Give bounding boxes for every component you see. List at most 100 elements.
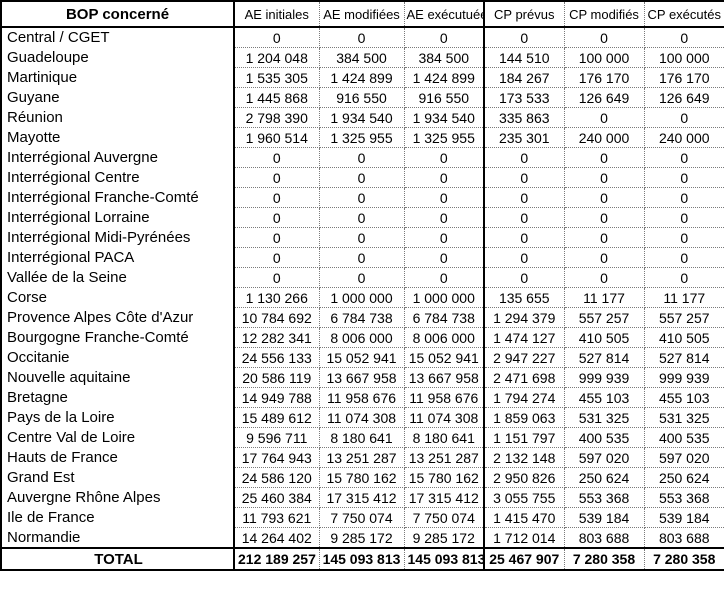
cell-value: 557 257 (564, 307, 645, 328)
cell-value: 14 264 402 (234, 527, 320, 549)
cell-value: 0 (644, 267, 724, 288)
total-row: TOTAL 212 189 257 145 093 813 145 093 81… (1, 547, 724, 571)
row-label: Pays de la Loire (1, 407, 235, 428)
cell-value: 384 500 (404, 47, 485, 68)
cell-value: 527 814 (644, 347, 724, 368)
cell-value: 1 130 266 (234, 287, 320, 308)
cell-value: 0 (234, 147, 320, 168)
cell-value: 1 960 514 (234, 127, 320, 148)
cell-value: 9 285 172 (319, 527, 405, 549)
cell-value: 0 (484, 207, 565, 228)
cell-value: 916 550 (404, 87, 485, 108)
cell-value: 0 (644, 147, 724, 168)
cell-value: 1 712 014 (484, 527, 565, 549)
cell-value: 0 (319, 147, 405, 168)
cell-value: 2 471 698 (484, 367, 565, 388)
row-label: Nouvelle aquitaine (1, 367, 235, 388)
table-row: Grand Est 24 586 120 15 780 162 15 780 162 2… (1, 467, 724, 488)
row-label: Réunion (1, 107, 235, 128)
cell-value: 531 325 (644, 407, 724, 428)
table-row: Occitanie 24 556 133 15 052 941 15 052 941 2… (1, 347, 724, 368)
cell-value: 250 624 (564, 467, 645, 488)
cell-value: 0 (234, 227, 320, 248)
row-label: Mayotte (1, 127, 235, 148)
cell-value: 0 (644, 167, 724, 188)
cell-value: 0 (564, 267, 645, 288)
cell-value: 0 (644, 187, 724, 208)
cell-value: 0 (564, 207, 645, 228)
row-label: Grand Est (1, 467, 235, 488)
table-row: Martinique 1 535 305 1 424 899 1 424 899 184… (1, 67, 724, 88)
row-label: Provence Alpes Côte d'Azur (1, 307, 235, 328)
cell-value: 0 (404, 207, 485, 228)
cell-value: 803 688 (564, 527, 645, 549)
total-cp-executes: 7 280 358 (644, 547, 724, 571)
cell-value: 0 (564, 167, 645, 188)
cell-value: 2 132 148 (484, 447, 565, 468)
column-header-cp-modifies: CP modifiés (564, 1, 645, 28)
cell-value: 15 052 941 (404, 347, 485, 368)
row-label: Central / CGET (1, 27, 235, 48)
cell-value: 14 949 788 (234, 387, 320, 408)
cell-value: 1 424 899 (319, 67, 405, 88)
table-row: Corse 1 130 266 1 000 000 1 000 000 135 655 1… (1, 287, 724, 308)
cell-value: 3 055 755 (484, 487, 565, 508)
bop-budget-table: BOP concerné AE initiales AE modifiées A… (0, 0, 724, 571)
cell-value: 0 (319, 167, 405, 188)
row-label: Guyane (1, 87, 235, 108)
cell-value: 144 510 (484, 47, 565, 68)
column-header-ae-modifiees: AE modifiées (319, 1, 405, 28)
cell-value: 0 (319, 267, 405, 288)
cell-value: 15 052 941 (319, 347, 405, 368)
total-label: TOTAL (1, 547, 235, 570)
column-header-bop-concerne: BOP concerné (1, 1, 235, 28)
cell-value: 8 180 641 (404, 427, 485, 448)
cell-value: 0 (404, 27, 485, 48)
table-row: Pays de la Loire 15 489 612 11 074 308 11 0… (1, 407, 724, 428)
cell-value: 400 535 (564, 427, 645, 448)
cell-value: 0 (404, 227, 485, 248)
cell-value: 173 533 (484, 87, 565, 108)
cell-value: 0 (404, 167, 485, 188)
cell-value: 0 (644, 27, 724, 48)
cell-value: 916 550 (319, 87, 405, 108)
cell-value: 0 (319, 27, 405, 48)
cell-value: 240 000 (564, 127, 645, 148)
cell-value: 17 315 412 (404, 487, 485, 508)
cell-value: 0 (404, 147, 485, 168)
cell-value: 0 (644, 227, 724, 248)
cell-value: 0 (564, 27, 645, 48)
table-row: Guyane 1 445 868 916 550 916 550 173 533 126 … (1, 87, 724, 108)
cell-value: 803 688 (644, 527, 724, 549)
table-row: Normandie 14 264 402 9 285 172 9 285 172 1 7… (1, 527, 724, 549)
cell-value: 15 489 612 (234, 407, 320, 428)
cell-value: 8 006 000 (319, 327, 405, 348)
table-body: Central / CGET 0 0 0 0 0 0 Guadeloupe 1 204 048 3… (1, 27, 724, 549)
table-row: Interrégional Auvergne 0 0 0 0 0 0 (1, 147, 724, 168)
cell-value: 0 (234, 207, 320, 228)
cell-value: 0 (319, 227, 405, 248)
cell-value: 0 (564, 147, 645, 168)
cell-value: 100 000 (564, 47, 645, 68)
cell-value: 0 (234, 187, 320, 208)
total-ae-initiales: 212 189 257 (234, 547, 320, 571)
cell-value: 13 667 958 (404, 367, 485, 388)
table-row: Hauts de France 17 764 943 13 251 287 13 25… (1, 447, 724, 468)
cell-value: 0 (644, 207, 724, 228)
cell-value: 1 325 955 (319, 127, 405, 148)
cell-value: 1 000 000 (319, 287, 405, 308)
cell-value: 1 415 470 (484, 507, 565, 528)
table-row: Bretagne 14 949 788 11 958 676 11 958 676 1 … (1, 387, 724, 408)
cell-value: 1 204 048 (234, 47, 320, 68)
cell-value: 1 294 379 (484, 307, 565, 328)
cell-value: 539 184 (644, 507, 724, 528)
row-label: Ile de France (1, 507, 235, 528)
cell-value: 9 596 711 (234, 427, 320, 448)
cell-value: 0 (234, 247, 320, 268)
cell-value: 0 (564, 107, 645, 128)
column-header-cp-prevus: CP prévus (484, 1, 565, 28)
cell-value: 0 (644, 107, 724, 128)
cell-value: 176 170 (564, 67, 645, 88)
cell-value: 15 780 162 (404, 467, 485, 488)
cell-value: 6 784 738 (319, 307, 405, 328)
